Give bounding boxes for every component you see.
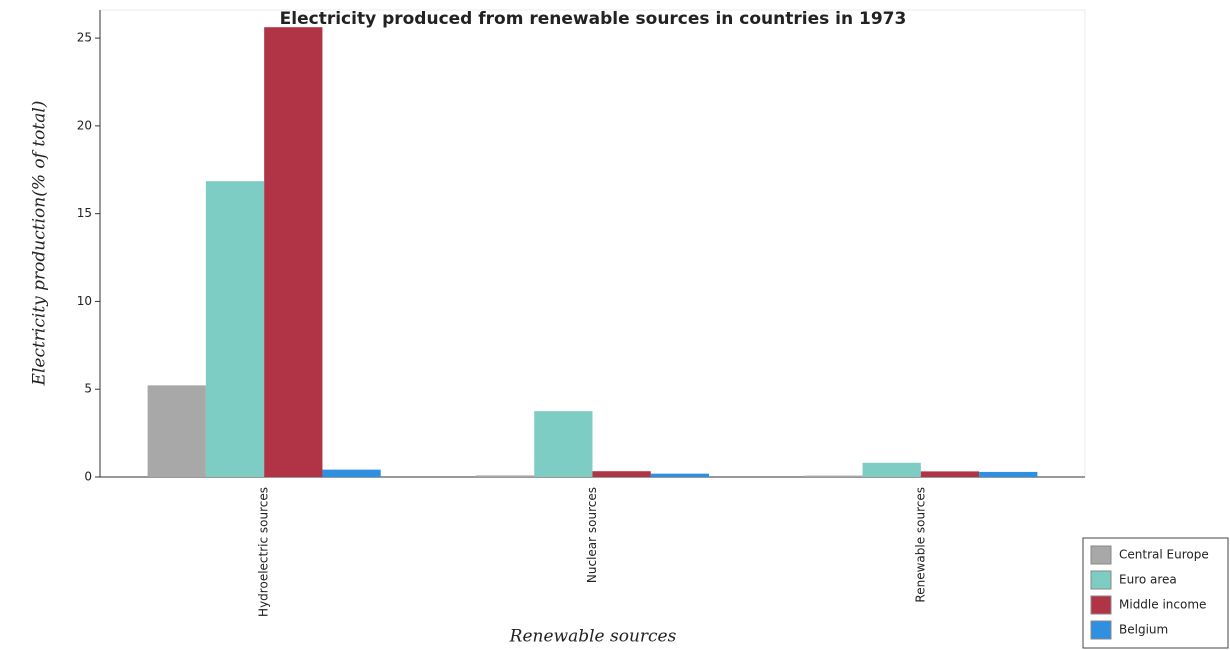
legend-swatch — [1090, 620, 1112, 640]
bar — [322, 469, 381, 477]
legend-swatch — [1090, 570, 1112, 590]
bar — [920, 471, 980, 477]
x-tick-label: Nuclear sources — [585, 487, 599, 583]
legend-label: Belgium — [1119, 623, 1168, 637]
y-tick-label: 25 — [77, 31, 92, 45]
bar — [205, 181, 265, 477]
bar — [592, 471, 651, 477]
y-tick-label: 20 — [77, 118, 92, 132]
bar — [475, 475, 535, 477]
bar — [534, 411, 593, 477]
legend-swatch — [1090, 595, 1112, 615]
bar — [862, 462, 921, 477]
chart-title: Electricity produced from renewable sour… — [280, 9, 907, 29]
y-tick-label: 10 — [77, 294, 92, 308]
y-tick-label: 15 — [77, 206, 92, 220]
legend-label: Euro area — [1119, 573, 1177, 587]
y-axis-label: Electricity production(% of total) — [30, 101, 50, 387]
x-tick-label: Renewable sources — [913, 487, 927, 603]
legend-label: Middle income — [1119, 598, 1206, 612]
legend-swatch — [1090, 545, 1112, 565]
x-axis-label: Renewable sources — [509, 627, 677, 647]
y-tick-label: 0 — [84, 470, 92, 484]
y-tick-label: 5 — [84, 382, 92, 396]
bar — [979, 471, 1038, 477]
bar — [264, 27, 323, 478]
legend-label: Central Europe — [1119, 548, 1209, 562]
bar — [650, 473, 710, 477]
bar — [804, 475, 863, 477]
x-tick-label: Hydroelectric sources — [257, 487, 271, 617]
bar — [147, 385, 206, 477]
